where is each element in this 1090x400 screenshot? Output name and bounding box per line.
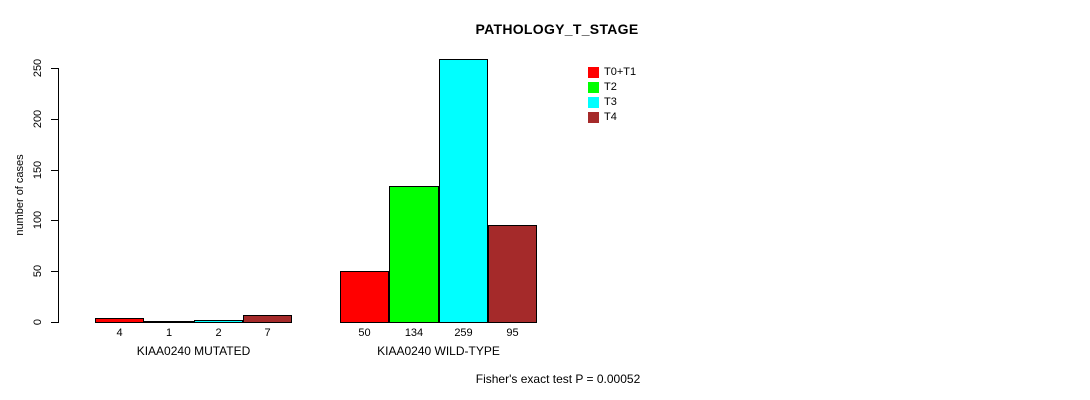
y-tick: [51, 271, 58, 272]
legend-swatch: [588, 67, 599, 78]
y-tick-label: 100: [32, 210, 44, 230]
bar-kiaa0240-wild-type-t3: [439, 59, 488, 323]
y-axis-line: [58, 68, 59, 323]
group-label: KIAA0240 WILD-TYPE: [377, 344, 500, 358]
y-tick-label: 150: [32, 160, 44, 180]
legend-swatch: [588, 112, 599, 123]
bar-kiaa0240-wild-type-t4: [488, 225, 537, 323]
bar-kiaa0240-wild-type-t2: [389, 186, 439, 323]
y-tick: [51, 170, 58, 171]
bar-value-label: 2: [215, 327, 222, 339]
bar-kiaa0240-mutated-t4: [243, 315, 292, 323]
bar-kiaa0240-wild-type-t0-t1: [340, 271, 389, 323]
bar-value-label: 134: [404, 327, 424, 339]
legend-item-label: T2: [604, 81, 617, 93]
y-tick: [51, 68, 58, 69]
y-tick-label: 200: [32, 109, 44, 129]
bar-value-label: 259: [454, 327, 473, 339]
bar-value-label: 50: [358, 327, 371, 339]
group-label: KIAA0240 MUTATED: [136, 344, 251, 358]
legend-item-label: T4: [604, 111, 617, 123]
annotation-text: Fisher's exact test P = 0.00052: [475, 372, 641, 386]
bar-value-label: 7: [264, 327, 271, 339]
legend-item: T0+T1: [588, 65, 636, 80]
y-tick-label: 50: [32, 264, 44, 278]
bar-kiaa0240-mutated-t3: [194, 320, 243, 323]
y-tick: [51, 322, 58, 323]
bar-value-label: 4: [116, 327, 123, 339]
legend-swatch: [588, 97, 599, 108]
legend-item: T2: [588, 80, 636, 95]
y-tick: [51, 119, 58, 120]
legend: T0+T1 T2 T3 T4: [588, 65, 636, 125]
y-axis-label: number of cases: [14, 154, 26, 236]
y-tick: [51, 220, 58, 221]
chart-title: PATHOLOGY_T_STAGE: [475, 21, 639, 37]
y-tick-label: 0: [32, 318, 44, 326]
legend-item: T4: [588, 110, 636, 125]
legend-item: T3: [588, 95, 636, 110]
bar-value-label: 95: [506, 327, 519, 339]
legend-swatch: [588, 82, 599, 93]
bar-value-label: 1: [165, 327, 173, 339]
legend-item-label: T0+T1: [604, 66, 637, 78]
bar-kiaa0240-mutated-t2: [144, 321, 194, 323]
legend-item-label: T3: [604, 96, 617, 108]
y-tick-label: 250: [32, 58, 44, 78]
bar-kiaa0240-mutated-t0-t1: [95, 318, 144, 323]
